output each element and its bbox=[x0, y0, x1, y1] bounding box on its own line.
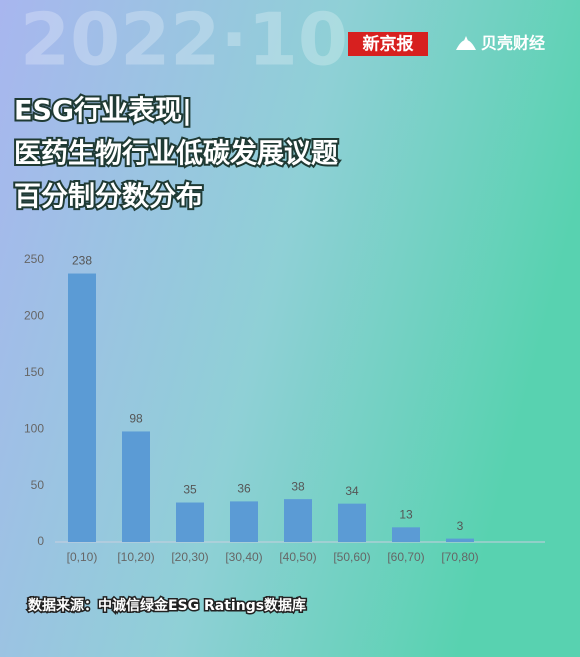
y-tick-label: 150 bbox=[24, 365, 44, 379]
y-tick-label: 50 bbox=[31, 478, 45, 492]
brand2-icon bbox=[456, 36, 476, 50]
x-tick-label: [40,50) bbox=[279, 550, 316, 564]
bar bbox=[284, 499, 312, 542]
x-tick-label: [50,60) bbox=[333, 550, 370, 564]
bar bbox=[338, 503, 366, 542]
data-label: 38 bbox=[291, 479, 305, 493]
y-tick-label: 100 bbox=[24, 421, 44, 435]
x-tick-label: [0,10) bbox=[67, 550, 98, 564]
bar bbox=[68, 273, 96, 542]
y-tick-label: 250 bbox=[24, 252, 44, 266]
data-label: 36 bbox=[237, 482, 251, 496]
x-tick-label: [30,40) bbox=[225, 550, 262, 564]
bar bbox=[122, 431, 150, 542]
bar bbox=[446, 538, 474, 542]
bar bbox=[392, 527, 420, 542]
data-label: 13 bbox=[399, 508, 413, 522]
bar bbox=[176, 502, 204, 542]
data-label: 238 bbox=[72, 254, 92, 268]
source: 数据来源：中诚信绿金ESG Ratings数据库 bbox=[28, 597, 306, 614]
watermark: 2022·10 bbox=[20, 0, 348, 82]
y-tick-label: 200 bbox=[24, 309, 44, 323]
x-tick-label: [60,70) bbox=[387, 550, 424, 564]
data-label: 34 bbox=[345, 484, 359, 498]
data-label: 35 bbox=[183, 483, 197, 497]
brand-box bbox=[348, 32, 428, 56]
brand2: 贝壳财经 bbox=[481, 34, 545, 53]
title-line: 医药生物行业低碳发展议题 bbox=[14, 138, 338, 170]
y-tick-label: 0 bbox=[37, 534, 44, 548]
x-tick-label: [70,80) bbox=[441, 550, 478, 564]
data-label: 3 bbox=[457, 519, 464, 533]
x-tick-label: [10,20) bbox=[117, 550, 154, 564]
x-tick-label: [20,30) bbox=[171, 550, 208, 564]
title-line: 百分制分数分布 bbox=[14, 182, 203, 213]
brand: 新京报 bbox=[363, 34, 414, 55]
bar bbox=[230, 501, 258, 542]
data-label: 98 bbox=[129, 412, 143, 426]
title-line: ESG行业表现| bbox=[14, 95, 192, 127]
